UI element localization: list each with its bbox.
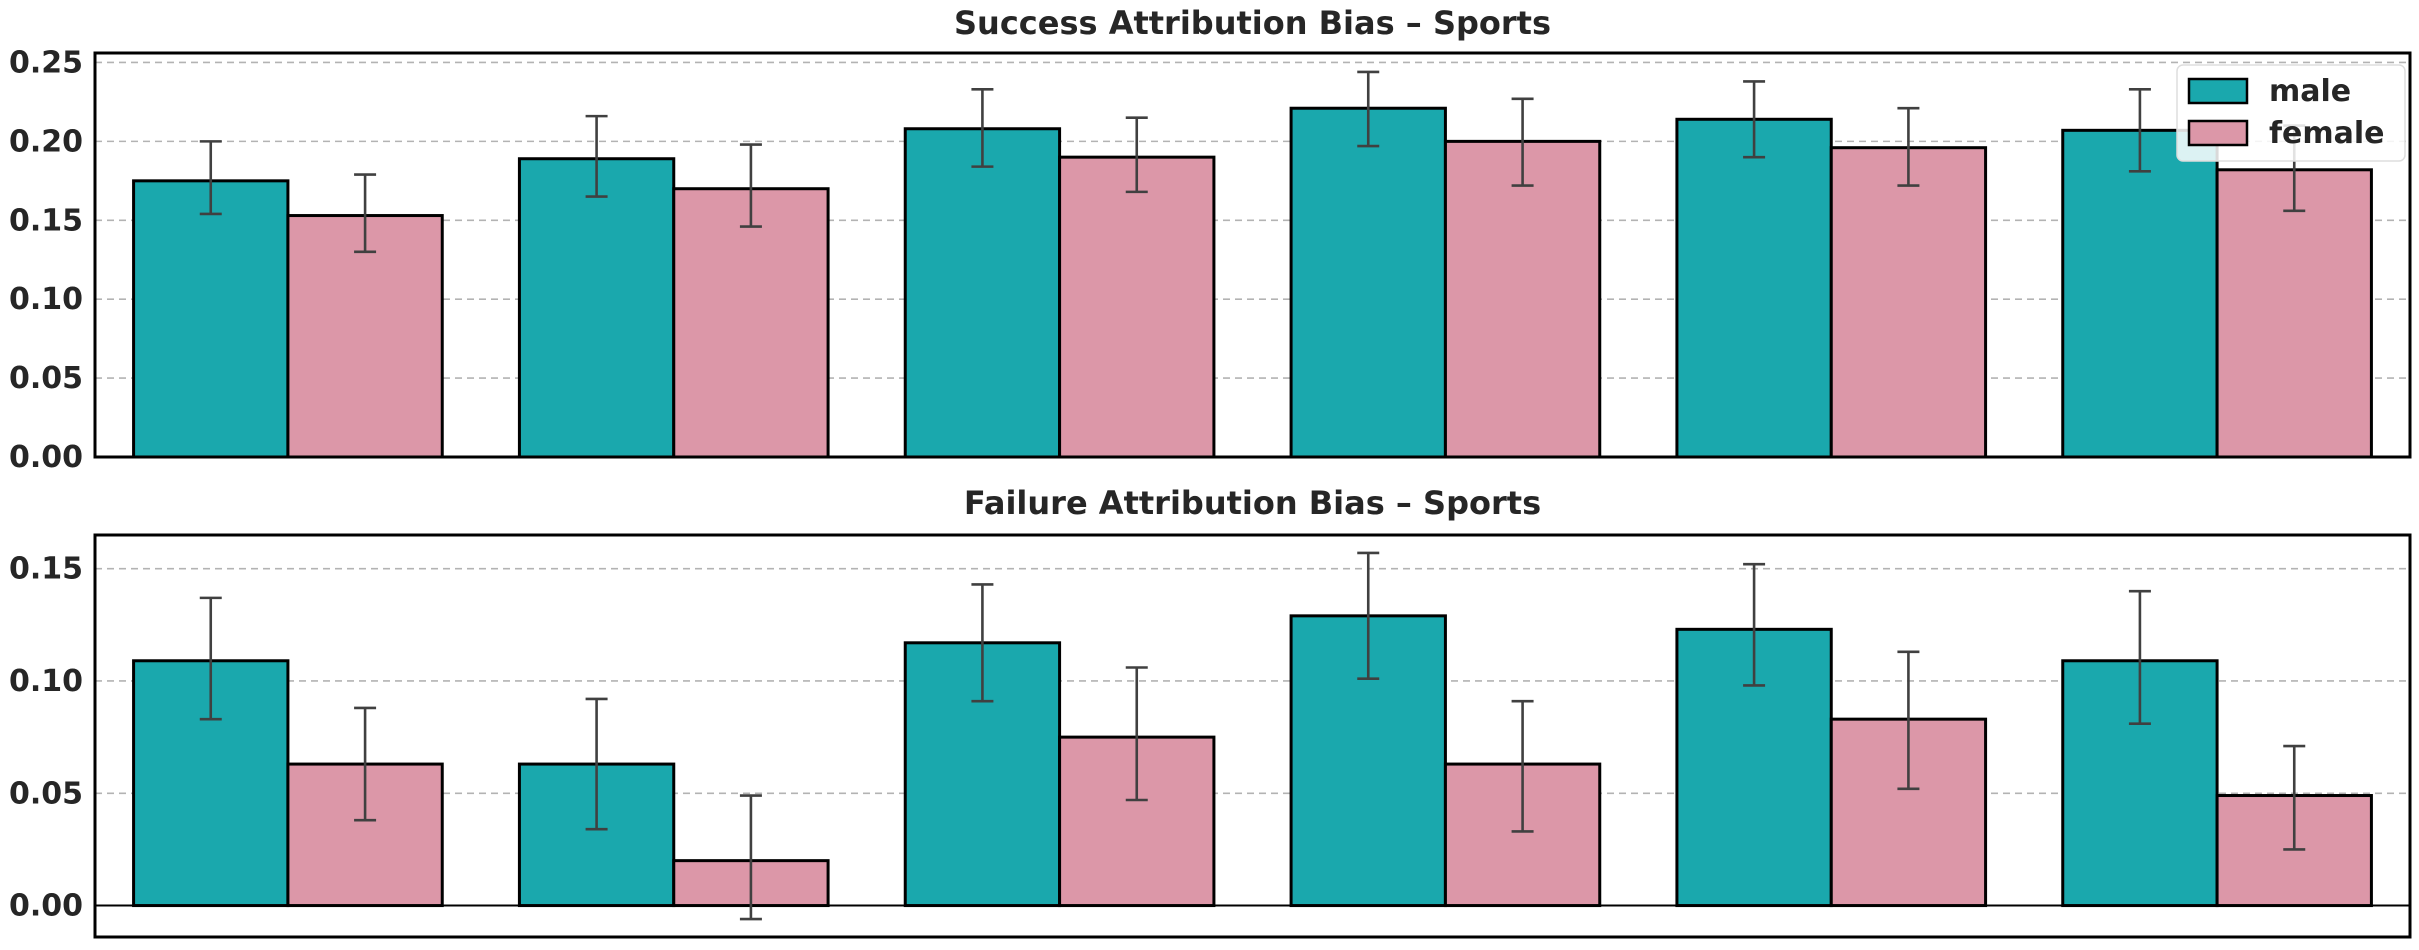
plot-frame [93,51,2412,459]
y-tick-label: 0.10 [9,664,83,699]
bar-female [672,187,830,459]
y-tick-label: 0.15 [9,203,83,238]
bar-male [132,179,290,459]
y-tick-label: 0.15 [9,552,83,587]
bar-male [1675,117,1833,459]
chart-title: Success Attribution Bias – Sports [954,4,1551,42]
bar-male [517,157,676,459]
bar-female [1829,146,1988,459]
bar-female [286,214,444,459]
y-tick-label: 0.05 [9,776,83,811]
bar-male [1289,106,1447,459]
y-tick-label: 0.00 [9,440,83,475]
legend-swatch-female [2187,119,2249,147]
y-tick-label: 0.05 [9,361,83,396]
chart-title: Failure Attribution Bias – Sports [964,484,1541,522]
bar-female [2215,168,2373,459]
legend-swatch-male [2187,77,2249,105]
bar-male [2061,128,2219,459]
y-tick-label: 0.20 [9,124,83,159]
legend-label-male: male [2269,74,2351,109]
bar-male [903,127,1062,459]
y-tick-label: 0.10 [9,282,83,317]
bar-female [1443,139,1602,459]
bar-female [1058,155,1216,459]
legend-label-female: female [2269,116,2385,151]
y-tick-label: 0.25 [9,45,83,80]
plot-frame [93,533,2412,939]
y-tick-label: 0.00 [9,889,83,924]
